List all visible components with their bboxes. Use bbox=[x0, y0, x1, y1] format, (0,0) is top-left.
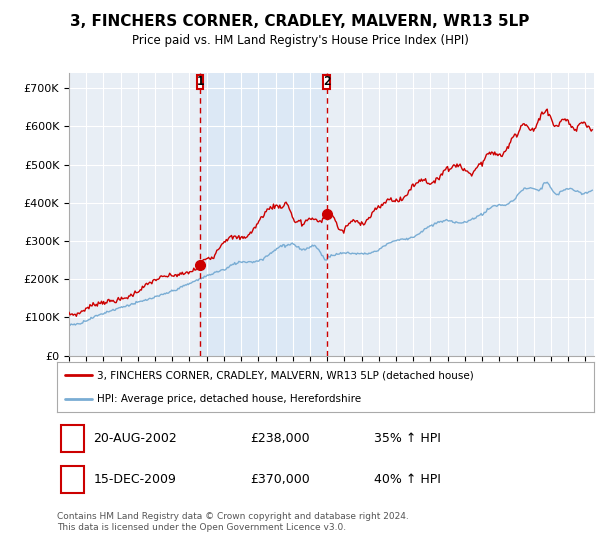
Text: HPI: Average price, detached house, Herefordshire: HPI: Average price, detached house, Here… bbox=[97, 394, 361, 404]
Text: £370,000: £370,000 bbox=[250, 473, 310, 487]
Text: Contains HM Land Registry data © Crown copyright and database right 2024.
This d: Contains HM Land Registry data © Crown c… bbox=[57, 512, 409, 532]
Text: 2: 2 bbox=[69, 473, 76, 487]
FancyBboxPatch shape bbox=[61, 466, 84, 493]
Text: 20-AUG-2002: 20-AUG-2002 bbox=[94, 432, 177, 445]
FancyBboxPatch shape bbox=[323, 74, 329, 89]
Text: 1: 1 bbox=[69, 432, 76, 445]
Text: 35% ↑ HPI: 35% ↑ HPI bbox=[374, 432, 441, 445]
Text: 15-DEC-2009: 15-DEC-2009 bbox=[94, 473, 176, 487]
Text: 40% ↑ HPI: 40% ↑ HPI bbox=[374, 473, 441, 487]
Text: £238,000: £238,000 bbox=[250, 432, 310, 445]
Text: 1: 1 bbox=[197, 76, 204, 88]
FancyBboxPatch shape bbox=[61, 425, 84, 452]
Text: 2: 2 bbox=[323, 76, 330, 88]
Text: Price paid vs. HM Land Registry's House Price Index (HPI): Price paid vs. HM Land Registry's House … bbox=[131, 34, 469, 46]
Text: 3, FINCHERS CORNER, CRADLEY, MALVERN, WR13 5LP (detached house): 3, FINCHERS CORNER, CRADLEY, MALVERN, WR… bbox=[97, 370, 474, 380]
Bar bbox=[200, 73, 326, 356]
Text: 3, FINCHERS CORNER, CRADLEY, MALVERN, WR13 5LP: 3, FINCHERS CORNER, CRADLEY, MALVERN, WR… bbox=[70, 14, 530, 29]
FancyBboxPatch shape bbox=[197, 74, 203, 89]
